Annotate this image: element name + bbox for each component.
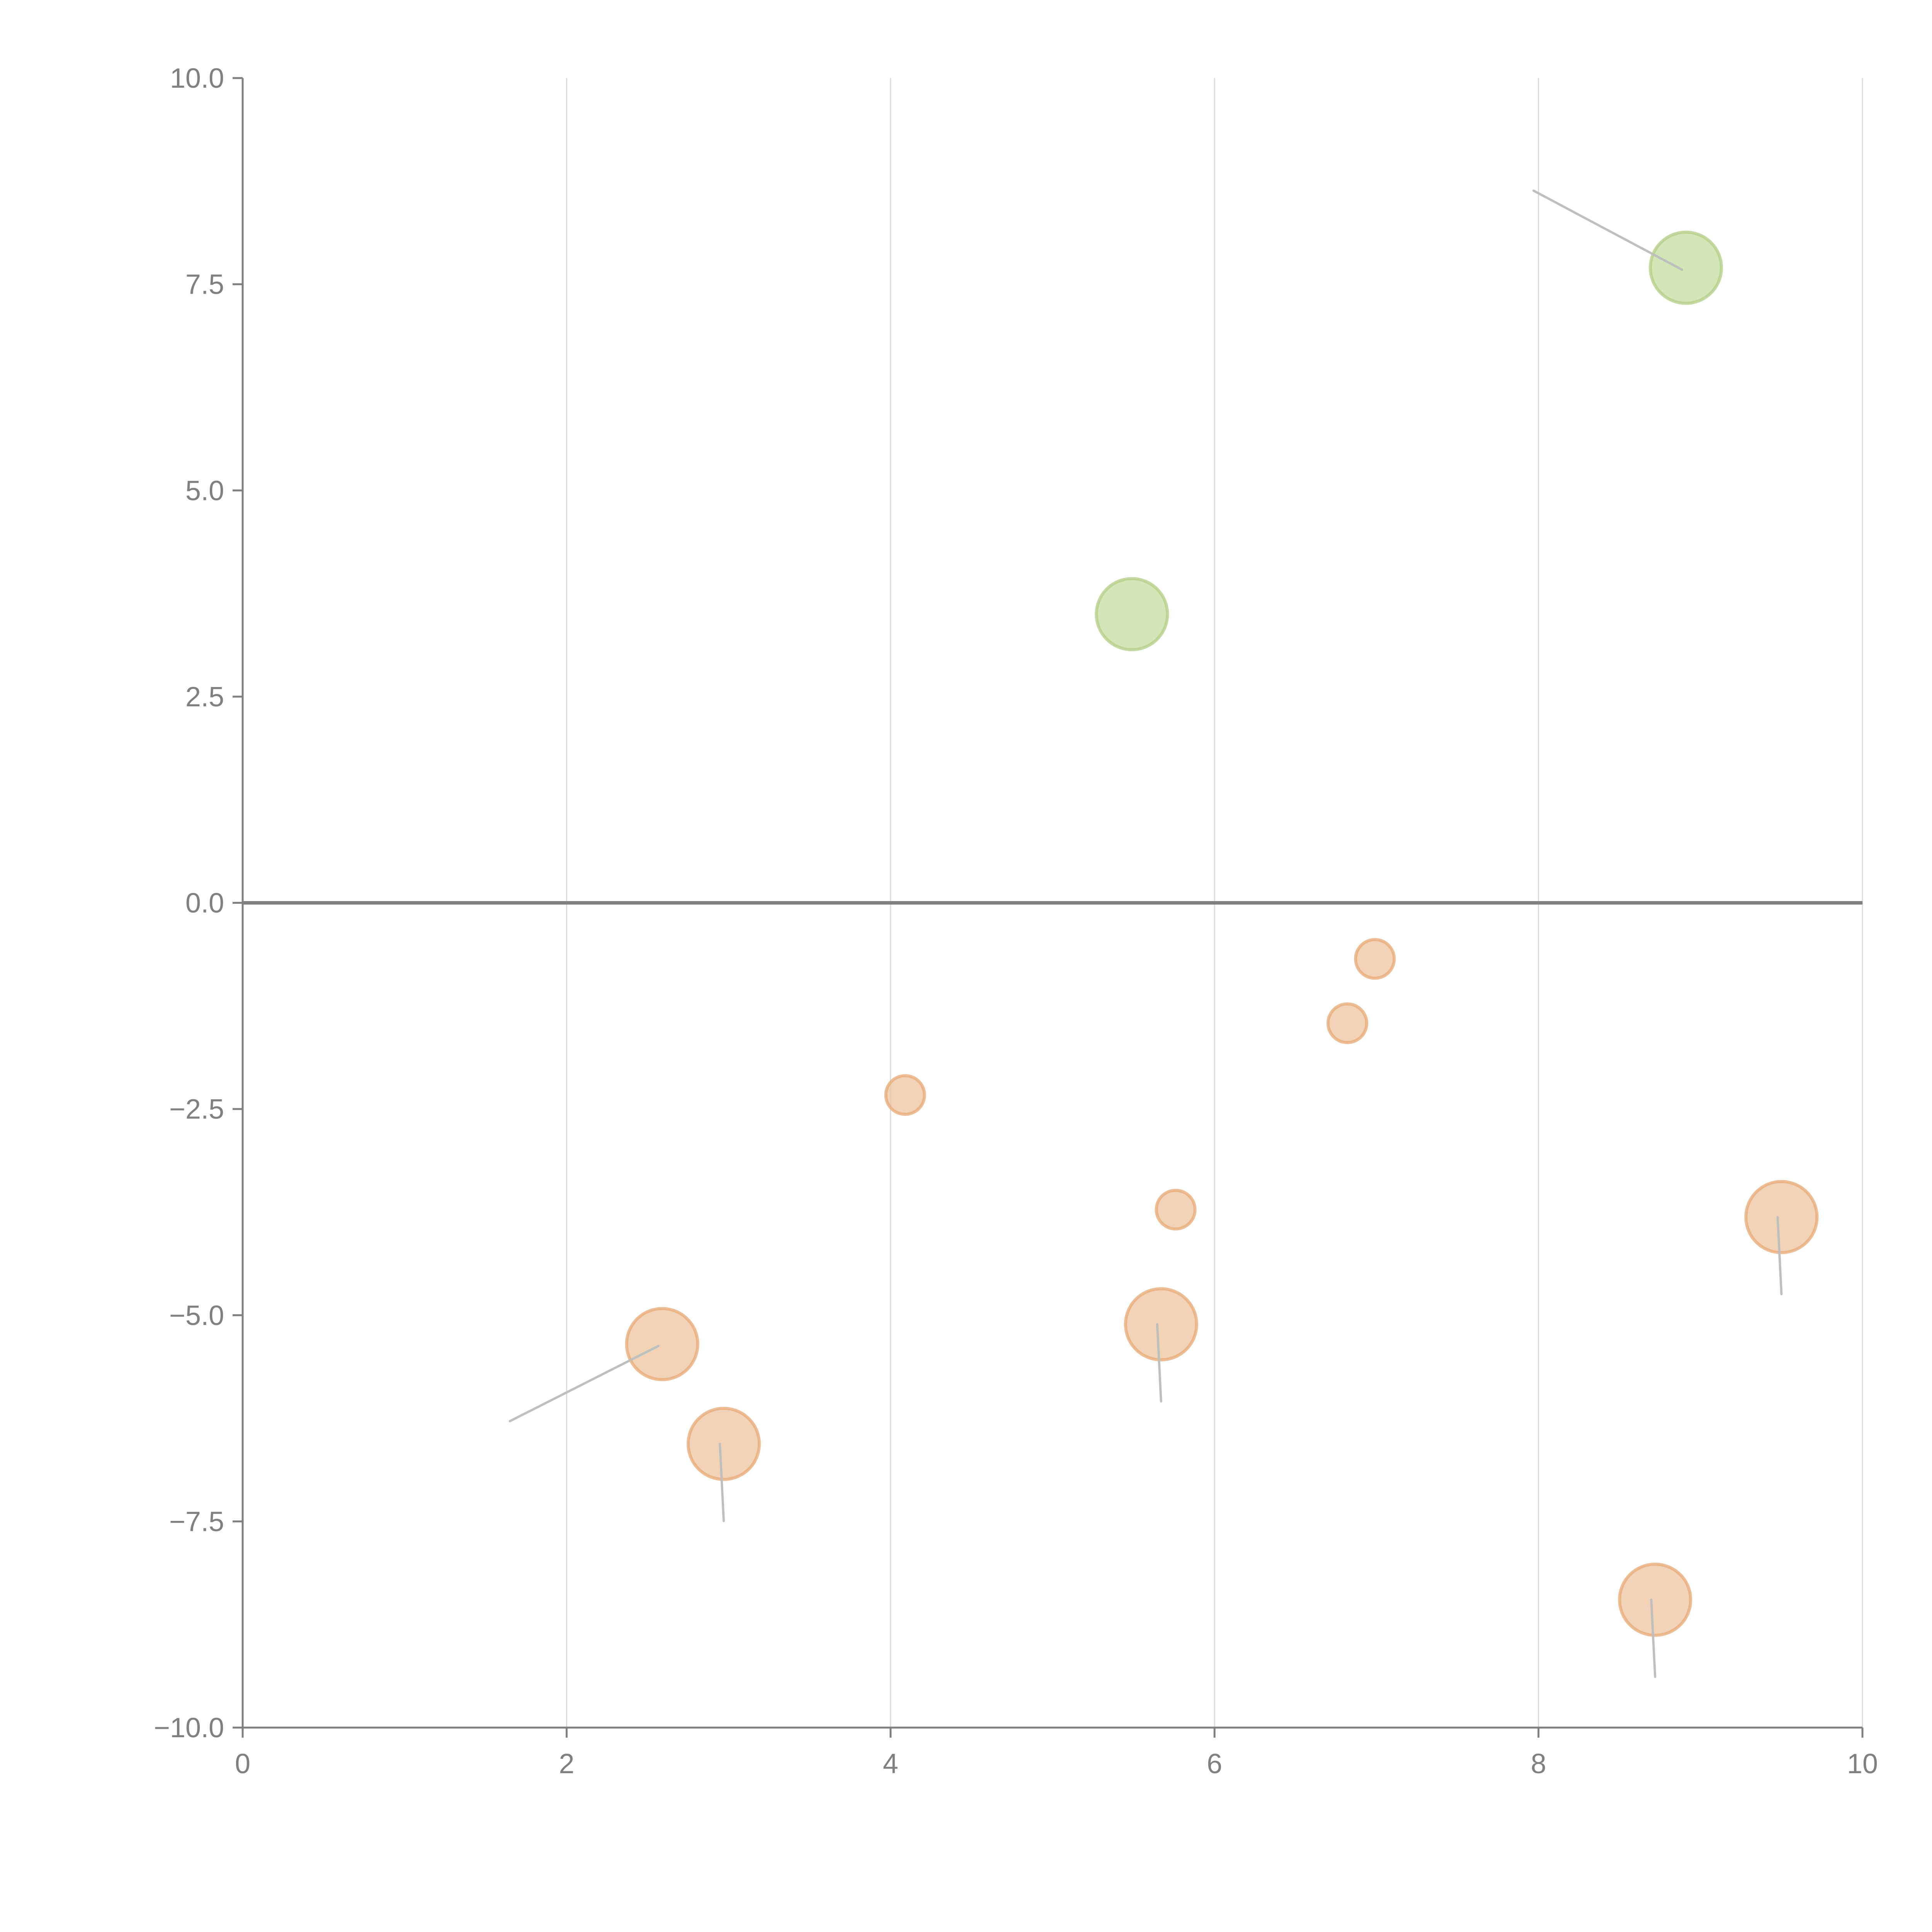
bubble-negative	[1744, 1180, 1819, 1254]
bubble-negative	[1155, 1189, 1197, 1231]
label-leader-line	[1532, 189, 1684, 271]
label-leader-line	[1156, 1323, 1162, 1403]
bubble-positive	[1095, 577, 1169, 651]
y-tick-label: 10.0	[170, 63, 224, 94]
bubble-negative	[1124, 1287, 1198, 1362]
y-tick-label: −2.5	[169, 1094, 224, 1125]
label-leader-lines	[509, 189, 1783, 1678]
y-tick-label: 7.5	[185, 269, 224, 300]
bubble-negative	[1618, 1563, 1692, 1637]
bubble-negative	[1354, 938, 1396, 980]
x-axis-ticks: 0 2 4 6 8 10	[235, 1728, 1878, 1779]
label-leader-line	[1650, 1599, 1656, 1678]
bubble-negative	[1326, 1002, 1368, 1044]
y-tick-label: −5.0	[169, 1300, 224, 1331]
y-tick-label: 5.0	[185, 475, 224, 506]
bubbles	[625, 230, 1819, 1637]
x-tick-label: 4	[883, 1748, 898, 1779]
y-tick-label: 0.0	[185, 888, 224, 919]
y-tick-label: −10.0	[154, 1713, 224, 1743]
bubble-negative	[625, 1307, 699, 1381]
y-tick-label: 2.5	[185, 682, 224, 713]
x-tick-label: 6	[1207, 1748, 1222, 1779]
x-tick-label: 0	[235, 1748, 250, 1779]
bubble-negative	[687, 1406, 761, 1481]
x-tick-label: 2	[559, 1748, 574, 1779]
x-tick-label: 8	[1531, 1748, 1546, 1779]
x-tick-label: 10	[1847, 1748, 1878, 1779]
label-leader-line	[719, 1442, 725, 1522]
bubble-positive	[1649, 230, 1723, 305]
y-axis-ticks: 10.0 7.5 5.0 2.5 0.0 −2.5 −5.0 −7.5 −10.0	[154, 63, 243, 1743]
y-tick-label: −7.5	[169, 1506, 224, 1537]
bubble-negative	[884, 1074, 926, 1116]
label-leader-line	[1776, 1216, 1783, 1296]
label-leader-line	[509, 1345, 660, 1422]
